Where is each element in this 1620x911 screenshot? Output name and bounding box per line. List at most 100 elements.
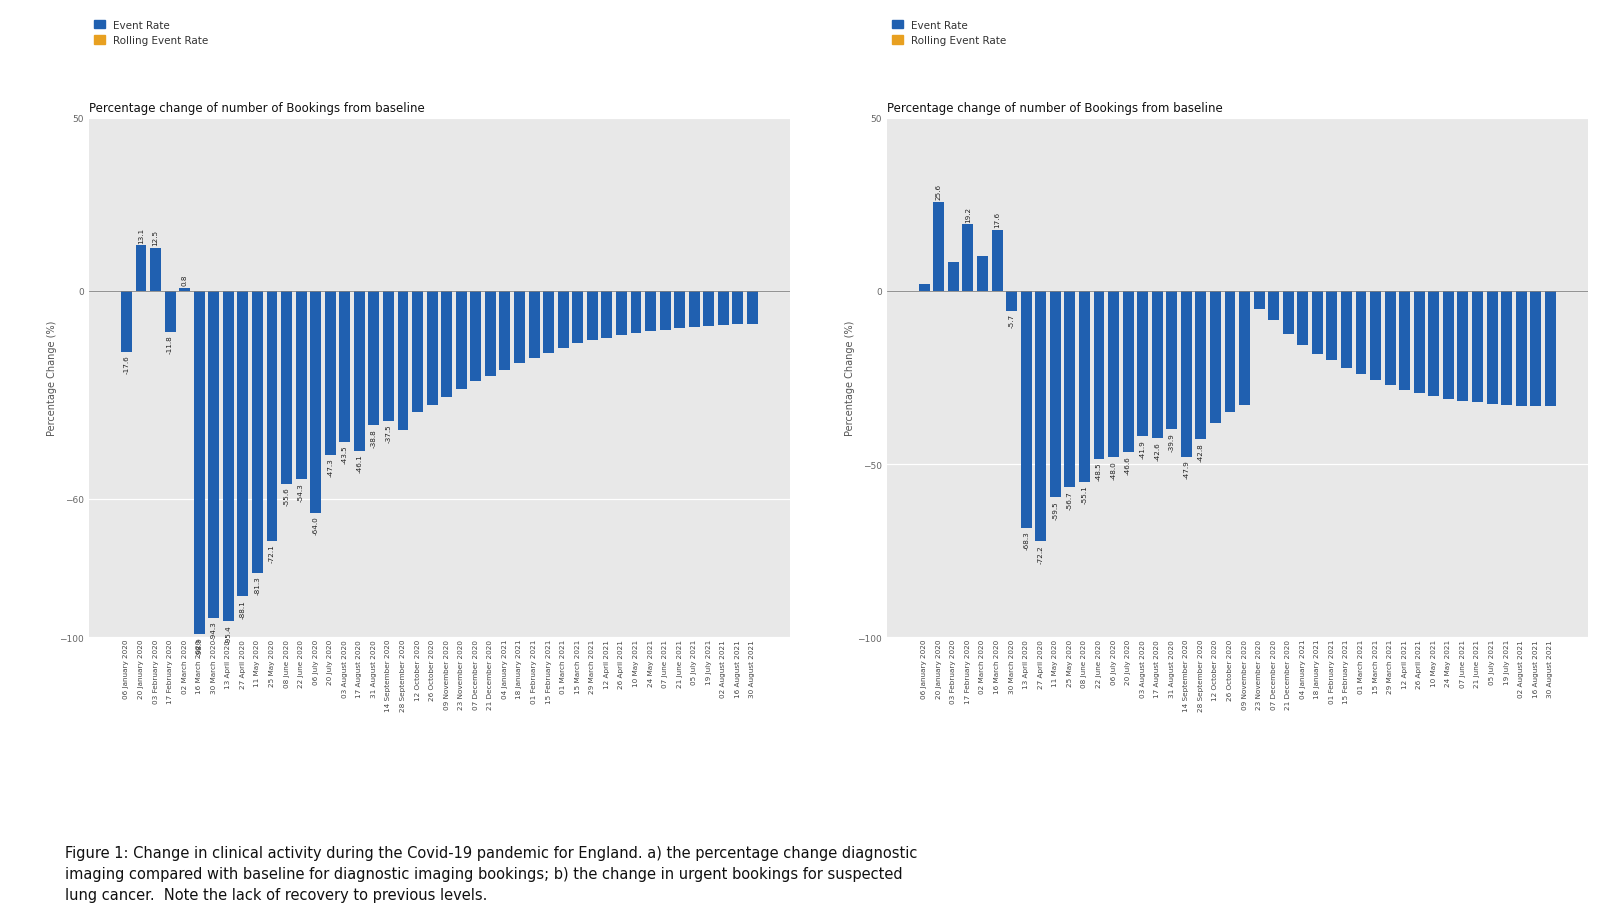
Text: 0.8: 0.8 [181,274,188,286]
Text: 12.5: 12.5 [152,230,159,245]
Text: -54.3: -54.3 [298,482,305,501]
Bar [1050,292,1061,497]
Bar [1356,292,1367,375]
Text: -47.9: -47.9 [1183,460,1189,479]
Bar [557,292,569,348]
Bar [484,292,496,376]
Bar [368,292,379,425]
Bar [1531,292,1541,406]
Bar [919,284,930,292]
Bar [282,292,292,484]
Bar [674,292,685,329]
Text: -17.6: -17.6 [123,355,130,374]
Bar [1385,292,1395,385]
Text: 25.6: 25.6 [936,184,941,200]
Bar [1079,292,1090,483]
Bar [645,292,656,332]
Text: 17.6: 17.6 [995,211,1000,228]
Bar [253,292,262,573]
Bar [426,292,437,405]
Bar [238,292,248,597]
Text: -81.3: -81.3 [254,576,261,595]
Text: -5.7: -5.7 [1009,314,1014,328]
Bar [1414,292,1424,394]
Bar [601,292,612,338]
Y-axis label: Percentage Change (%): Percentage Change (%) [844,321,855,435]
Legend: Event Rate, Rolling Event Rate: Event Rate, Rolling Event Rate [893,21,1006,46]
Bar [441,292,452,397]
Text: Percentage change of number of Bookings from baseline: Percentage change of number of Bookings … [888,101,1223,115]
Bar [514,292,525,363]
Text: -68.3: -68.3 [1024,531,1029,549]
Bar [572,292,583,343]
Text: -59.5: -59.5 [1053,500,1058,519]
Bar [1108,292,1119,457]
Bar [1137,292,1149,436]
Bar [703,292,714,327]
Text: -64.0: -64.0 [313,516,319,535]
Bar [732,292,744,325]
Text: -48.5: -48.5 [1097,462,1102,481]
Bar [1181,292,1192,457]
Text: -37.5: -37.5 [386,425,392,443]
Bar [180,289,190,292]
Bar [1516,292,1526,406]
Bar [586,292,598,341]
Bar [1006,292,1017,312]
Bar [1429,292,1439,397]
Bar [1371,292,1380,381]
Bar [499,292,510,371]
Bar [1166,292,1178,430]
Text: -41.9: -41.9 [1139,439,1145,458]
Text: -72.1: -72.1 [269,544,275,563]
Bar [1021,292,1032,528]
Bar [1268,292,1280,321]
Bar [1312,292,1324,354]
Bar [1502,292,1511,405]
Bar [991,230,1003,292]
Text: -72.2: -72.2 [1038,544,1043,563]
Bar [324,292,335,456]
Bar [616,292,627,336]
Text: -38.8: -38.8 [371,428,377,447]
Bar [1298,292,1309,345]
Bar [1254,292,1265,309]
Bar [209,292,219,618]
Bar [1545,292,1555,407]
Text: Percentage change of number of Bookings from baseline: Percentage change of number of Bookings … [89,101,424,115]
Bar [136,246,146,292]
Bar [122,292,131,353]
Bar [948,262,959,292]
Bar [718,292,729,326]
Bar [1152,292,1163,439]
Text: -95.4: -95.4 [225,625,232,643]
Bar [1094,292,1105,459]
Bar [296,292,306,479]
Bar [151,248,160,292]
Text: -98.9: -98.9 [196,637,202,655]
Text: 19.2: 19.2 [966,206,970,222]
Text: -42.8: -42.8 [1197,443,1204,461]
Bar [1239,292,1251,405]
Bar [688,292,700,328]
Bar [933,203,944,292]
Text: -47.3: -47.3 [327,458,334,476]
Text: -46.1: -46.1 [356,454,363,473]
Bar [528,292,539,358]
Bar [659,292,671,331]
Text: -94.3: -94.3 [211,620,217,640]
Bar [630,292,642,333]
Bar [1473,292,1482,403]
Text: -55.1: -55.1 [1082,485,1087,504]
Text: Figure 1: Change in clinical activity during the Covid-19 pandemic for England. : Figure 1: Change in clinical activity du… [65,845,917,902]
Bar [470,292,481,382]
Bar [1123,292,1134,453]
Y-axis label: Percentage Change (%): Percentage Change (%) [47,321,57,435]
Bar [977,257,988,292]
Bar [267,292,277,541]
Text: -46.6: -46.6 [1124,456,1131,475]
Bar [543,292,554,353]
Text: -39.9: -39.9 [1168,433,1174,451]
Bar [397,292,408,431]
Bar [339,292,350,442]
